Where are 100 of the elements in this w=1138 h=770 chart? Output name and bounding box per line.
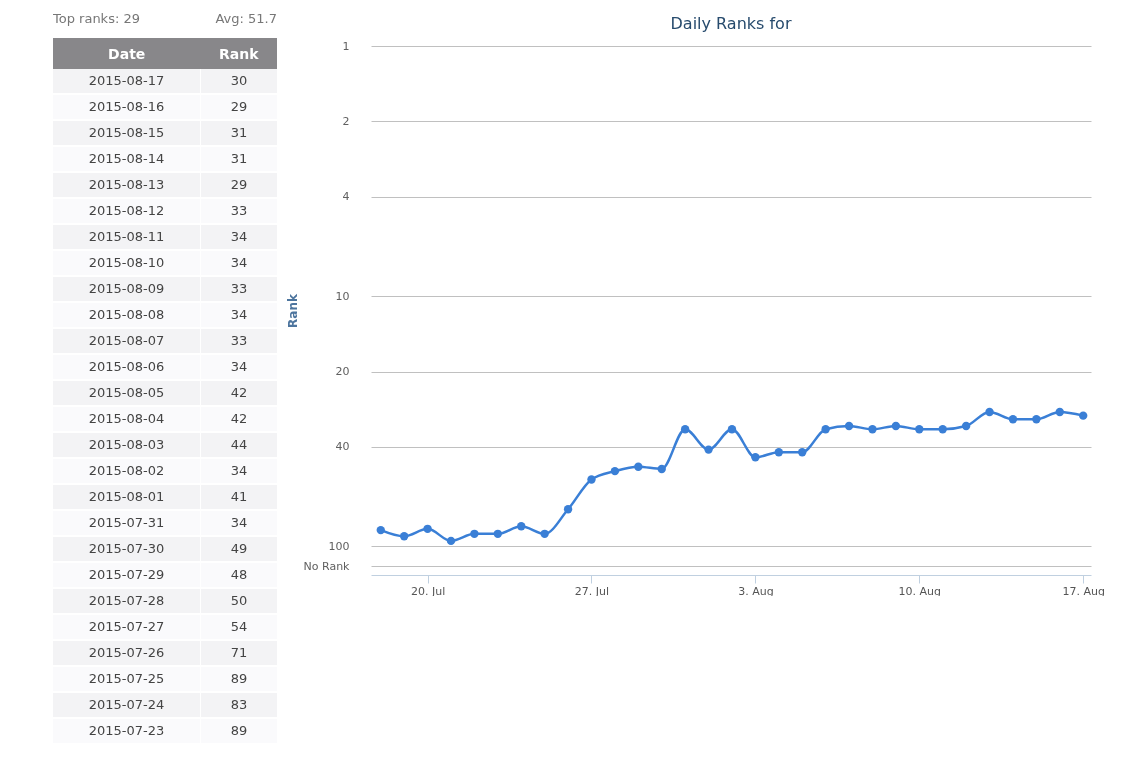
text: 2015-08-11 xyxy=(53,224,201,250)
point xyxy=(1032,415,1041,424)
text: 2015-07-25 xyxy=(53,666,201,692)
point xyxy=(610,466,620,476)
text: 89 xyxy=(200,718,277,744)
chart-title: Daily Ranks for xyxy=(670,14,792,33)
x-tick-label: 27. Jul xyxy=(574,584,610,598)
y-tick-label: No Rank xyxy=(303,559,351,573)
text: 2015-08-12 xyxy=(53,198,201,224)
text: 49 xyxy=(200,536,277,562)
point xyxy=(634,462,643,471)
text: 42 xyxy=(200,406,277,432)
y-tick-label: 4 xyxy=(342,190,350,204)
point xyxy=(376,525,385,535)
text: 33 xyxy=(200,276,277,302)
text: Rank xyxy=(200,38,277,69)
point xyxy=(446,536,456,546)
text: 29 xyxy=(200,94,277,120)
point xyxy=(868,425,877,434)
x-tick-label: 17. Aug xyxy=(1062,584,1105,598)
x-tick-label: 10. Aug xyxy=(898,584,942,598)
point xyxy=(493,529,503,538)
point xyxy=(470,529,479,538)
text: 2015-07-26 xyxy=(53,640,201,666)
point xyxy=(657,464,666,474)
text: 54 xyxy=(200,614,277,640)
point xyxy=(399,532,409,541)
x-tick-label: 20. Jul xyxy=(410,584,446,598)
text: 2015-07-29 xyxy=(53,562,201,588)
point xyxy=(961,421,971,431)
text: 71 xyxy=(200,640,277,666)
text: 2015-08-02 xyxy=(53,458,201,484)
text: 34 xyxy=(200,250,277,276)
text: 83 xyxy=(200,692,277,718)
text: Date xyxy=(53,38,201,69)
point xyxy=(798,448,807,457)
y-tick-label: 100 xyxy=(328,539,350,553)
y-tick-label: 40 xyxy=(335,440,350,454)
text: 30 xyxy=(200,69,277,94)
point xyxy=(915,425,924,434)
text: 34 xyxy=(200,302,277,328)
text: 2015-08-16 xyxy=(53,94,201,120)
point xyxy=(517,522,526,531)
text: 2015-07-23 xyxy=(53,718,201,744)
point xyxy=(704,445,713,454)
text: 2015-08-08 xyxy=(53,302,201,328)
text: 2015-08-04 xyxy=(53,406,201,432)
text: 2015-07-24 xyxy=(53,692,201,718)
y-tick-label: 2 xyxy=(342,114,350,128)
text: 2015-08-07 xyxy=(53,328,201,354)
point xyxy=(1055,407,1064,417)
text: 2015-08-01 xyxy=(53,484,201,510)
y-tick-label: 1 xyxy=(342,39,350,53)
point xyxy=(587,475,596,484)
text: 2015-07-27 xyxy=(53,614,201,640)
text: 2015-08-15 xyxy=(53,120,201,146)
point xyxy=(821,425,830,434)
point xyxy=(540,529,549,538)
text: 2015-08-10 xyxy=(53,250,201,276)
text: 34 xyxy=(200,458,277,484)
text: Top ranks: 29 xyxy=(53,11,140,28)
text: 2015-08-03 xyxy=(53,432,201,458)
point xyxy=(680,425,690,434)
text: 2015-07-31 xyxy=(53,510,201,536)
point xyxy=(774,448,783,457)
text: 29 xyxy=(200,172,277,198)
text: 2015-07-30 xyxy=(53,536,201,562)
text: 33 xyxy=(200,198,277,224)
text: 2015-08-06 xyxy=(53,354,201,380)
point xyxy=(938,425,947,434)
point xyxy=(563,505,573,514)
y-tick-label: 20 xyxy=(335,365,350,379)
text: 34 xyxy=(200,224,277,250)
text: Avg: 51.7 xyxy=(215,11,277,28)
y-tick-label: 10 xyxy=(335,289,350,303)
text: 44 xyxy=(200,432,277,458)
text: 42 xyxy=(200,380,277,406)
x-tick-label: 3. Aug xyxy=(738,584,774,598)
text: 2015-08-17 xyxy=(53,69,201,94)
y-axis-title: Rank xyxy=(285,293,300,328)
point xyxy=(1008,415,1018,424)
text: 89 xyxy=(200,666,277,692)
text: 48 xyxy=(200,562,277,588)
point xyxy=(844,421,854,431)
point xyxy=(751,453,760,462)
point xyxy=(1079,411,1088,420)
text: 31 xyxy=(200,120,277,146)
text: 31 xyxy=(200,146,277,172)
point xyxy=(727,425,737,434)
point xyxy=(985,407,994,417)
text: 34 xyxy=(200,510,277,536)
text: 2015-08-09 xyxy=(53,276,201,302)
text: 41 xyxy=(200,484,277,510)
point xyxy=(423,524,432,533)
text: 2015-08-13 xyxy=(53,172,201,198)
text: 2015-08-14 xyxy=(53,146,201,172)
text: 2015-07-28 xyxy=(53,588,201,614)
text: 34 xyxy=(200,354,277,380)
text: 33 xyxy=(200,328,277,354)
point xyxy=(891,421,901,431)
